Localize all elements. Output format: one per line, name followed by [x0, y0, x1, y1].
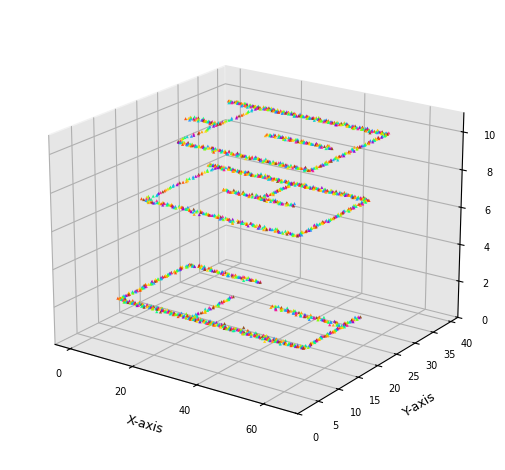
Y-axis label: Y-axis: Y-axis [400, 390, 437, 420]
X-axis label: X-axis: X-axis [125, 414, 165, 437]
